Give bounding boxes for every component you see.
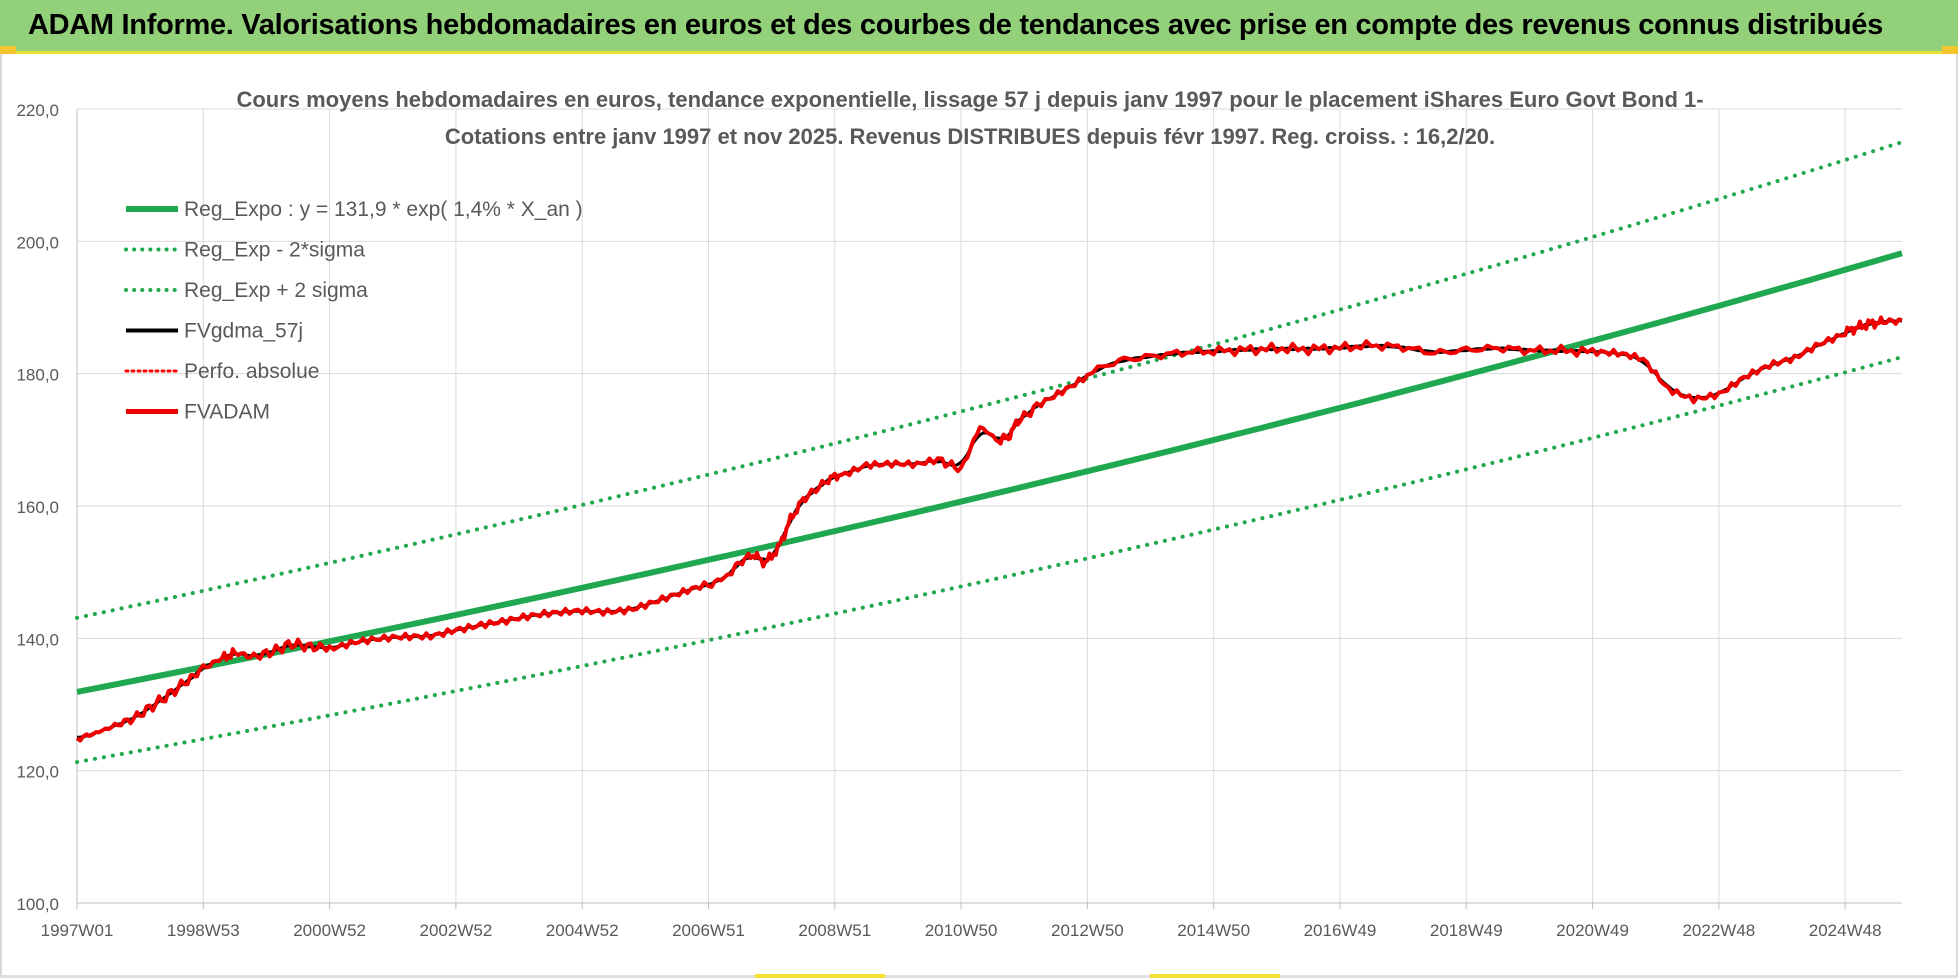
chart-area [0,54,1958,978]
x-tick-label: 1998W53 [167,921,240,940]
legend-label: Perfo. absolue [184,360,319,383]
x-tick-label: 2024W48 [1809,921,1882,940]
grid-layer [76,108,1902,904]
legend-label: Reg_Exp - 2*sigma [184,239,365,262]
y-tick-label: 220,0 [16,101,59,120]
x-tick-label: 2018W49 [1430,921,1503,940]
axis-layer: 100,0 120,0 140,0 160,0 180,0 200,0 220,0 1997W… [16,101,1902,940]
header-banner: ADAM Informe. Valorisations hebdomadaire… [0,0,1958,54]
y-tick-label: 100,0 [16,895,59,914]
corner-marker-left [0,46,16,54]
x-tick-label: 2016W49 [1304,921,1377,940]
x-tick-label: 2006W51 [672,921,745,940]
series-layer [75,140,1904,765]
page-title: ADAM Informe. Valorisations hebdomadaire… [28,9,1883,41]
legend-label: FVADAM [184,401,270,424]
series-fvgdma-57j [76,319,1903,739]
series-fvadam [75,315,1903,743]
x-tick-label: 2020W49 [1556,921,1629,940]
y-tick-label: 160,0 [16,498,59,517]
x-tick-label: 2000W52 [293,921,366,940]
legend-label: Reg_Expo : y = 131,9 * exp( 1,4% * X_an … [184,198,583,221]
series-reg-expo [76,250,1903,695]
chart-title-line-1: Cours moyens hebdomadaires en euros, ten… [236,87,1704,112]
x-tick-label: 2004W52 [546,921,619,940]
x-tick-label: 2014W50 [1177,921,1250,940]
x-tick-label: 2022W48 [1682,921,1755,940]
x-tick-label: 2008W51 [798,921,871,940]
x-tick-label: 1997W01 [41,921,114,940]
y-tick-label: 140,0 [16,630,59,649]
y-tick-label: 200,0 [16,233,59,252]
x-tick-label: 2010W50 [925,921,998,940]
chart-title-line-2: Cotations entre janv 1997 et nov 2025. R… [444,124,1496,149]
y-tick-label: 120,0 [16,763,59,782]
bottom-strip-right [1150,974,1280,978]
corner-marker-right [1942,46,1958,54]
chart-title: Cours moyens hebdomadaires en euros, ten… [230,81,1710,155]
legend-label: Reg_Exp + 2 sigma [184,279,368,302]
x-tick-label: 2012W50 [1051,921,1124,940]
bottom-strip-left [755,974,885,978]
series-reg-exp-plus-2sigma [75,140,1904,620]
legend-label: FVgdma_57j [184,320,303,343]
series-reg-exp-minus-2sigma [75,355,1904,765]
x-tick-label: 2002W52 [420,921,493,940]
y-tick-label: 180,0 [16,366,59,385]
legend: Reg_Expo : y = 131,9 * exp( 1,4% * X_an … [124,198,583,424]
